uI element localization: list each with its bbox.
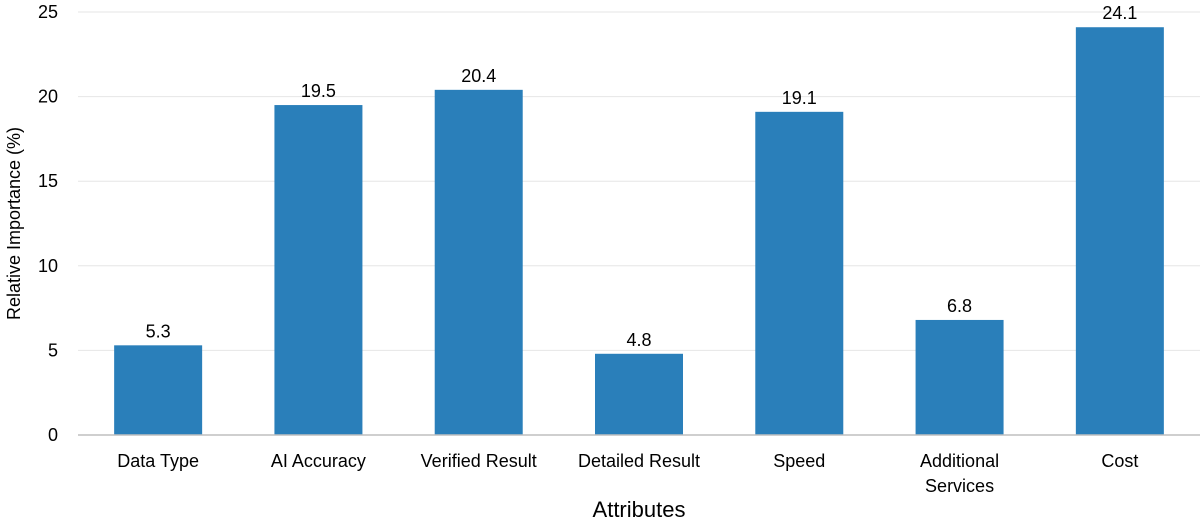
y-tick-label: 5 xyxy=(48,340,58,360)
bar xyxy=(915,319,1004,435)
data-label: 19.5 xyxy=(301,81,336,101)
y-tick-label: 25 xyxy=(38,2,58,22)
data-label: 24.1 xyxy=(1102,3,1137,23)
y-tick-label: 10 xyxy=(38,256,58,276)
data-label: 4.8 xyxy=(626,330,651,350)
y-axis-ticks: 0 5 10 15 20 25 xyxy=(38,2,58,445)
bar xyxy=(274,105,363,435)
data-label: 20.4 xyxy=(461,66,496,86)
data-labels: 5.3 19.5 20.4 4.8 19.1 6.8 24.1 xyxy=(146,3,1138,350)
bar xyxy=(595,353,683,435)
y-tick-label: 0 xyxy=(48,425,58,445)
bar xyxy=(755,111,844,435)
x-category-label: Speed xyxy=(773,451,825,471)
x-axis-categories: Data Type AI Accuracy Verified Result Detai… xyxy=(117,451,1138,496)
x-category-label: Verified Result xyxy=(421,451,537,471)
data-label: 19.1 xyxy=(782,88,817,108)
x-category-label: Data Type xyxy=(117,451,199,471)
x-axis-title: Attributes xyxy=(593,497,686,522)
x-category-label: AI Accuracy xyxy=(271,451,366,471)
y-axis-title: Relative Importance (%) xyxy=(4,127,24,320)
gridlines xyxy=(78,11,1200,351)
bar xyxy=(1075,27,1164,436)
data-label: 5.3 xyxy=(146,321,171,341)
y-tick-label: 15 xyxy=(38,171,58,191)
data-label: 6.8 xyxy=(947,296,972,316)
y-tick-label: 20 xyxy=(38,87,58,107)
bar xyxy=(114,345,203,435)
x-category-label: Cost xyxy=(1101,451,1138,471)
x-category-label: Detailed Result xyxy=(578,451,700,471)
bars xyxy=(114,27,1164,436)
bar xyxy=(434,89,523,435)
x-category-label: Additional Services xyxy=(920,451,999,496)
